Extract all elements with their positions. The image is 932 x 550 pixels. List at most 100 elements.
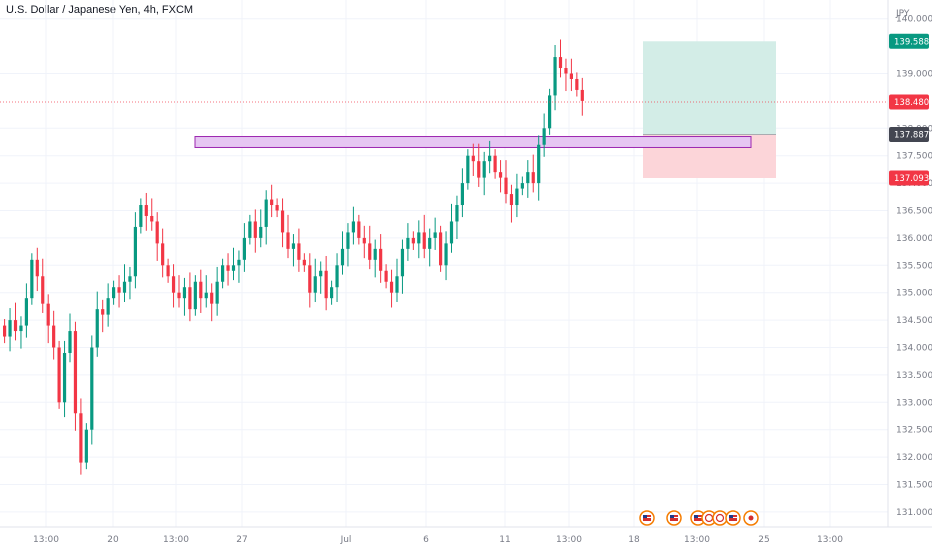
candle-body (68, 331, 72, 353)
candle-body (84, 429, 88, 463)
candle-body (509, 194, 514, 206)
candle-body (226, 265, 230, 271)
candle-body (531, 172, 535, 184)
candle-body (580, 89, 584, 101)
candle-body (259, 226, 263, 238)
time-tick-label: 13:00 (684, 535, 710, 545)
candle-body (264, 199, 268, 227)
event-circle-icon[interactable] (712, 510, 728, 526)
last-price-tag-label: 138.480 (894, 98, 929, 108)
candle-body (3, 325, 7, 337)
time-tick-label: 20 (107, 535, 119, 545)
candle-body (515, 188, 519, 206)
candle-body (210, 292, 214, 304)
candle-body (46, 303, 50, 326)
us-flag-icon[interactable] (639, 510, 655, 526)
candle-body (537, 144, 541, 184)
us-flag-icon[interactable] (666, 510, 682, 526)
candle-body (488, 155, 492, 162)
candle-body (112, 287, 116, 299)
candle-body (150, 215, 154, 222)
currency-label: JPY (895, 9, 910, 19)
price-tags: 139.588 138.480 137.887 137.093 (889, 33, 929, 186)
candle-body (346, 232, 350, 249)
candle-body (117, 287, 121, 293)
candle-body (542, 128, 546, 145)
candle-body (106, 298, 110, 315)
japan-flag-icon[interactable] (743, 510, 759, 526)
candle-body (302, 259, 306, 266)
price-tick-label: 140.000 (896, 15, 932, 25)
candle-body (389, 281, 394, 293)
candle-body (400, 248, 405, 277)
candle-body (477, 161, 481, 178)
candle-body (466, 155, 470, 184)
us-flag-icon[interactable] (690, 510, 706, 526)
candle-body (171, 276, 176, 293)
candle-body (444, 243, 448, 266)
candle-body (548, 95, 552, 129)
candle-body (215, 281, 219, 304)
candle-body (428, 237, 432, 249)
target-price-tag-label: 139.588 (894, 37, 929, 47)
candle-body (324, 270, 328, 299)
candle-body (417, 232, 421, 244)
price-tick-label: 131.500 (896, 481, 932, 491)
price-scale[interactable]: 140.000139.000138.000137.500137.000136.5… (896, 15, 932, 518)
candle-body (30, 259, 34, 299)
candle-body (286, 232, 290, 249)
drawing-layer[interactable] (194, 41, 776, 179)
entry-price-tag (889, 126, 929, 142)
candle-body (24, 298, 28, 326)
candle-body (357, 221, 361, 238)
candle-body (57, 347, 61, 403)
candle-body (13, 320, 18, 332)
candle-body (133, 226, 137, 277)
last-price-tag (889, 94, 929, 110)
candle-body (411, 237, 415, 244)
candle-body (193, 281, 197, 310)
candle-body (122, 281, 127, 293)
candle-body (422, 232, 426, 249)
candle-body (449, 221, 454, 244)
long-position-target-zone[interactable] (643, 41, 776, 135)
candle-body (340, 248, 345, 266)
time-scale[interactable]: 13:00 20 13:00 27 Jul 6 11 13:00 18 13:00 25 13:00 (33, 535, 843, 545)
candle-body (52, 325, 56, 348)
candle-body (498, 172, 503, 178)
candle-body (95, 309, 99, 348)
candle-body (395, 276, 399, 293)
price-tick-label: 136.500 (896, 207, 932, 217)
candle-body (35, 259, 39, 277)
candle-body (221, 265, 225, 282)
candle-body (79, 413, 83, 463)
price-tick-label: 134.500 (896, 316, 932, 326)
chart-title: U.S. Dollar / Japanese Yen, 4h, FXCM (6, 4, 194, 16)
stop-price-tag (889, 170, 929, 186)
entry-price-tag-label: 137.887 (894, 130, 929, 140)
economic-events[interactable] (639, 510, 759, 526)
candle-body (144, 205, 148, 216)
price-tick-label: 133.500 (896, 371, 932, 381)
candle-body (471, 155, 475, 162)
candlestick-series (3, 39, 584, 475)
time-tick-label: 13:00 (33, 535, 59, 545)
grid-layer (0, 0, 888, 527)
candle-body (19, 325, 23, 332)
stop-price-tag-label: 137.093 (894, 174, 929, 184)
time-tick-label: 13:00 (817, 535, 843, 545)
us-flag-icon[interactable] (725, 510, 741, 526)
candle-body (297, 243, 301, 260)
price-tick-label: 132.000 (896, 453, 932, 463)
candle-body (373, 248, 377, 260)
candle-body (101, 309, 105, 315)
candle-body (280, 210, 285, 233)
time-tick-label: 11 (499, 535, 510, 545)
time-tick-label: 13:00 (163, 535, 189, 545)
candle-body (73, 331, 78, 414)
candle-body (90, 347, 94, 430)
candle-body (231, 265, 236, 271)
candle-body (482, 161, 486, 178)
candle-body (161, 243, 165, 266)
